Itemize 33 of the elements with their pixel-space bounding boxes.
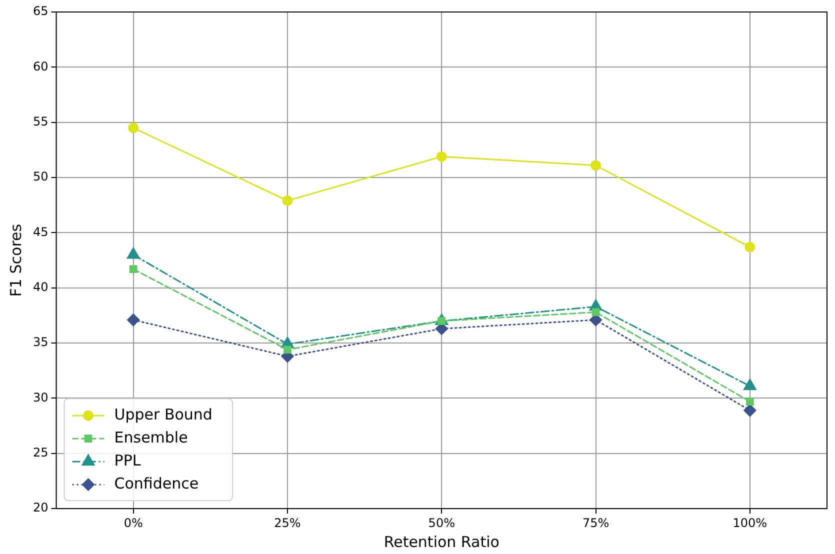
y-tick-label: 35 bbox=[32, 335, 48, 350]
point bbox=[744, 404, 756, 417]
legend-label: PPL bbox=[114, 451, 142, 470]
x-tick-label: 25% bbox=[274, 516, 301, 530]
y-axis-title: F1 Scores bbox=[6, 224, 25, 297]
y-tick-label: 30 bbox=[32, 390, 48, 404]
legend-label: Upper Bound bbox=[114, 405, 212, 424]
point bbox=[592, 308, 600, 316]
x-tick-label: 100% bbox=[732, 516, 768, 530]
x-tick-label: 50% bbox=[428, 516, 455, 530]
point bbox=[128, 122, 139, 134]
y-tick-label: 55 bbox=[32, 114, 48, 128]
y-tick-label: 25 bbox=[32, 446, 48, 460]
x-axis-title: Retention Ratio bbox=[384, 532, 500, 551]
point bbox=[282, 195, 293, 206]
legend-label: Confidence bbox=[114, 474, 199, 492]
point bbox=[284, 346, 292, 354]
y-tick-label: 40 bbox=[32, 280, 48, 294]
point bbox=[129, 265, 138, 274]
point bbox=[127, 314, 140, 326]
point bbox=[436, 151, 447, 162]
y-tick-label: 45 bbox=[32, 224, 48, 239]
point bbox=[126, 248, 140, 259]
x-tick-label: 75% bbox=[582, 516, 610, 530]
point bbox=[746, 398, 754, 406]
point bbox=[590, 160, 602, 171]
y-tick-label: 20 bbox=[32, 500, 48, 515]
y-tick-label: 60 bbox=[32, 59, 48, 74]
x-tick-label: 0% bbox=[124, 516, 143, 530]
y-tick-label: 65 bbox=[32, 4, 48, 18]
legend-label: Ensemble bbox=[114, 428, 188, 446]
point bbox=[744, 242, 756, 252]
y-tick-label: 50 bbox=[32, 170, 48, 184]
